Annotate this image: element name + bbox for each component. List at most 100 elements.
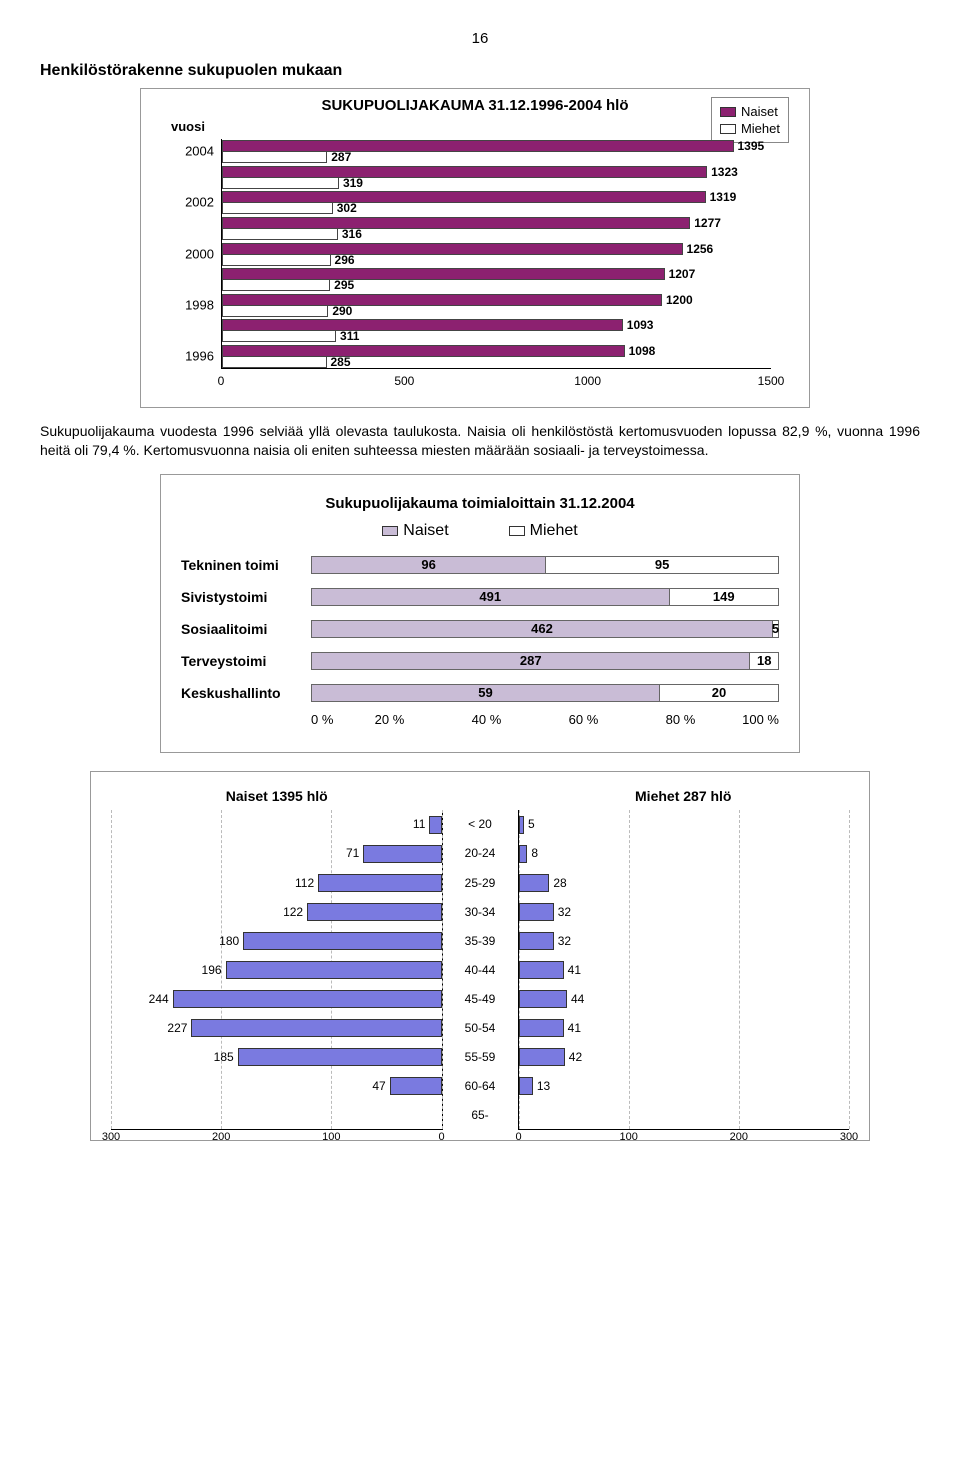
pyramid-bar-right: [519, 990, 567, 1008]
seg-miehet: 20: [660, 685, 778, 701]
page-number: 16: [40, 30, 920, 47]
pyramid-bar-right: [519, 903, 554, 921]
x-tick: 20 %: [341, 712, 438, 727]
bar-value: 41: [568, 963, 581, 977]
stacked-row: Tekninen toimi 96 95: [181, 552, 779, 578]
chart2-title: Sukupuolijakauma toimialoittain 31.12.20…: [181, 487, 779, 512]
row-label: Keskushallinto: [181, 685, 311, 701]
x-tick: 60 %: [535, 712, 632, 727]
chart2-legend: Naiset Miehet: [181, 520, 779, 542]
x-tick: 0 %: [311, 712, 341, 727]
bar-value: 319: [343, 176, 363, 190]
bar-value: 42: [569, 1050, 582, 1064]
age-category: 55-59: [453, 1050, 508, 1064]
stacked-row: Keskushallinto 59 20: [181, 680, 779, 706]
seg-miehet: 18: [750, 653, 778, 669]
bar-miehet: [222, 330, 336, 342]
y-category: 2000: [172, 246, 214, 261]
x-tick: 100 %: [729, 712, 779, 727]
stacked-bar: 287 18: [311, 652, 779, 670]
bar-miehet: [222, 151, 327, 163]
chart-pyramid: Naiset 1395 hlö 300200100011711121221801…: [90, 771, 870, 1141]
stacked-row: Terveystoimi 287 18: [181, 648, 779, 674]
legend2-swatch-miehet: [509, 526, 525, 536]
age-category: 60-64: [453, 1079, 508, 1093]
bar-value: 185: [214, 1050, 234, 1064]
stacked-row: Sosiaalitoimi 462 5: [181, 616, 779, 642]
pyramid-left: Naiset 1395 hlö 300200100011711121221801…: [111, 788, 443, 1130]
stacked-bar: 96 95: [311, 556, 779, 574]
legend-swatch-miehet: [720, 124, 736, 134]
stacked-bar: 462 5: [311, 620, 779, 638]
gridline: [739, 810, 740, 1129]
bar-value: 32: [558, 934, 571, 948]
y-category: 1998: [172, 297, 214, 312]
bar-value: 1277: [694, 216, 721, 230]
bar-value: 1093: [627, 318, 654, 332]
bar-miehet: [222, 279, 330, 291]
bar-value: 28: [553, 876, 566, 890]
seg-naiset: 287: [312, 653, 750, 669]
pyramid-bar-right: [519, 874, 550, 892]
pyramid-bar-left: [238, 1048, 442, 1066]
pyramid-bar-right: [519, 1048, 565, 1066]
bar-value: 296: [335, 253, 355, 267]
bar-value: 32: [558, 905, 571, 919]
bar-value: 290: [332, 304, 352, 318]
gridline: [111, 810, 112, 1129]
age-category: 30-34: [453, 905, 508, 919]
bar-value: 1207: [669, 267, 696, 281]
bar-value: 41: [568, 1021, 581, 1035]
seg-naiset: 491: [312, 589, 670, 605]
age-category: 40-44: [453, 963, 508, 977]
legend2-swatch-naiset: [382, 526, 398, 536]
bar-value: 8: [531, 846, 538, 860]
pyramid-bar-left: [226, 961, 442, 979]
y-axis-label: vuosi: [171, 119, 205, 134]
pyramid-bar-right: [519, 816, 525, 834]
stacked-row: Sivistystoimi 491 149: [181, 584, 779, 610]
pyramid-bar-left: [243, 932, 441, 950]
pyramid-categories: < 2020-2425-2930-3435-3940-4445-4950-545…: [453, 788, 508, 1130]
section-heading: Henkilöstörakenne sukupuolen mukaan: [40, 62, 920, 80]
stacked-bar: 59 20: [311, 684, 779, 702]
x-tick: 100: [619, 1131, 637, 1143]
legend-label-miehet: Miehet: [741, 121, 780, 136]
bar-value: 1256: [687, 242, 714, 256]
bar-value: 287: [331, 150, 351, 164]
bar-value: 122: [283, 905, 303, 919]
seg-miehet: 5: [773, 621, 778, 637]
age-category: 45-49: [453, 992, 508, 1006]
stacked-bar: 491 149: [311, 588, 779, 606]
bar-value: 196: [202, 963, 222, 977]
x-tick: 300: [840, 1131, 858, 1143]
pyramid-bar-right: [519, 1019, 564, 1037]
chart-toimialoittain: Sukupuolijakauma toimialoittain 31.12.20…: [160, 474, 800, 753]
seg-naiset: 462: [312, 621, 773, 637]
bar-value: 244: [149, 992, 169, 1006]
body-paragraph: Sukupuolijakauma vuodesta 1996 selviää y…: [40, 422, 920, 460]
bar-value: 302: [337, 201, 357, 215]
pyramid-right-title: Miehet 287 hlö: [518, 788, 850, 804]
bar-value: 285: [331, 355, 351, 369]
x-tick: 0: [438, 1131, 444, 1143]
bar-value: 1323: [711, 165, 738, 179]
bar-value: 112: [295, 876, 314, 890]
row-label: Sivistystoimi: [181, 589, 311, 605]
x-tick: 0: [515, 1131, 521, 1143]
bar-miehet: [222, 254, 331, 266]
age-category: 25-29: [453, 876, 508, 890]
chart1-title: SUKUPUOLIJAKAUMA 31.12.1996-2004 hlö: [141, 89, 809, 114]
pyramid-bar-left: [363, 845, 441, 863]
age-category: < 20: [453, 817, 508, 831]
bar-value: 227: [167, 1021, 187, 1035]
pyramid-bar-right: [519, 932, 554, 950]
pyramid-bar-left: [173, 990, 442, 1008]
pyramid-bar-left: [429, 816, 441, 834]
bar-value: 47: [372, 1079, 385, 1093]
bar-value: 1395: [738, 139, 765, 153]
bar-miehet: [222, 177, 339, 189]
age-category: 65-: [453, 1108, 508, 1122]
seg-naiset: 59: [312, 685, 660, 701]
x-tick: 80 %: [632, 712, 729, 727]
